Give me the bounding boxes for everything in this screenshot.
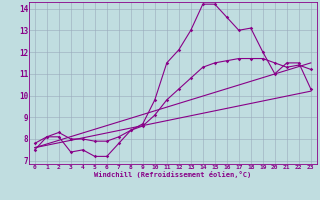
X-axis label: Windchill (Refroidissement éolien,°C): Windchill (Refroidissement éolien,°C) xyxy=(94,171,252,178)
